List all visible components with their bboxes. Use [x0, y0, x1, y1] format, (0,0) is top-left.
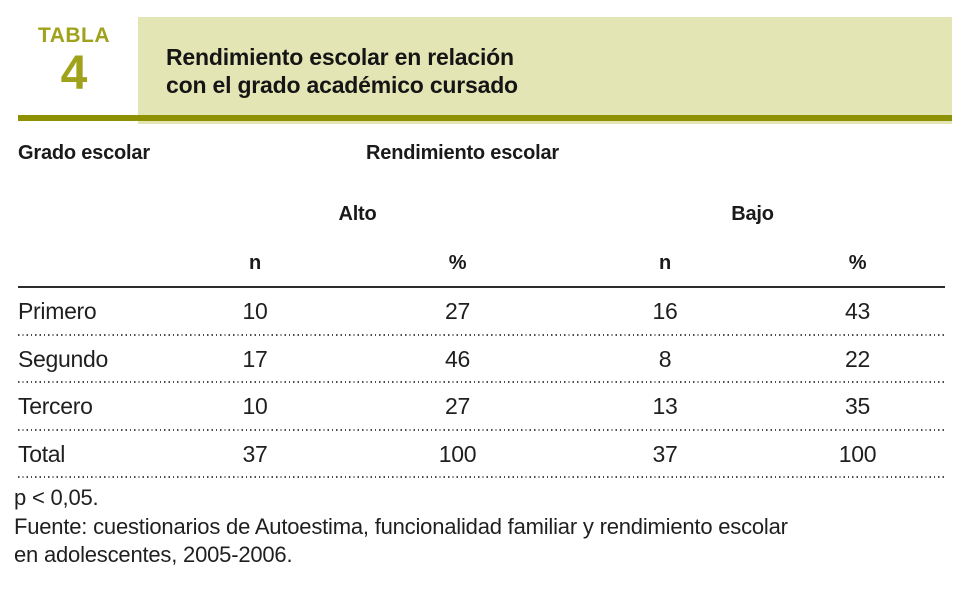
cell-n-alto: 10	[242, 298, 268, 325]
cell-n-alto: 10	[242, 393, 268, 420]
cell-pct-bajo: 43	[845, 298, 870, 325]
subheader-pct-alto: %	[448, 252, 467, 274]
table-title-banner: Rendimiento escolar en relación con el g…	[138, 17, 952, 124]
cell-pct-alto: 46	[445, 345, 470, 372]
cell-pct-alto: 100	[438, 440, 477, 467]
table-footnotes: p < 0,05. Fuente: cuestionarios de Autoe…	[14, 484, 944, 570]
table-header-row-3: n % n %	[18, 241, 945, 288]
table-title-line1: Rendimiento escolar en relación	[166, 44, 514, 70]
table-row-tercero: Tercero 10 27 13 35	[18, 383, 945, 431]
cell-n-bajo: 8	[658, 345, 672, 372]
cell-pct-alto: 27	[445, 298, 470, 325]
column-header-grado-escolar: Grado escolar	[18, 142, 150, 164]
table-row-primero: Primero 10 27 16 43	[18, 288, 945, 336]
table-header-row-1: Grado escolar Rendimiento escolar	[18, 130, 945, 188]
footnote-p-value: p < 0,05.	[14, 485, 99, 510]
cell-n-bajo: 13	[652, 393, 678, 420]
accent-divider-rule	[18, 115, 952, 121]
column-group-bajo: Bajo	[731, 203, 774, 225]
row-label: Segundo	[18, 345, 108, 372]
cell-n-bajo: 16	[652, 298, 678, 325]
subheader-n-alto: n	[248, 252, 262, 274]
table-title-line2: con el grado académico cursado	[166, 72, 518, 98]
cell-pct-bajo: 22	[845, 345, 870, 372]
table-badge-word: TABLA	[37, 24, 111, 47]
table-header-row-2: Alto Bajo	[18, 188, 945, 241]
footnote-source-line2: en adolescentes, 2005-2006.	[14, 542, 293, 567]
cell-n-bajo: 37	[652, 440, 678, 467]
cell-n-alto: 37	[242, 440, 268, 467]
column-group-alto: Alto	[338, 203, 377, 225]
footnote-source-line1: Fuente: cuestionarios de Autoestima, fun…	[14, 513, 788, 539]
cell-pct-bajo: 35	[845, 393, 870, 420]
table-number-badge: TABLA 4	[18, 24, 130, 98]
row-label: Tercero	[18, 393, 93, 420]
table-badge-number: 4	[60, 47, 88, 100]
cell-pct-bajo: 100	[838, 440, 877, 467]
table-row-segundo: Segundo 17 46 8 22	[18, 335, 945, 383]
table-row-total: Total 37 100 37 100	[18, 430, 945, 478]
subheader-pct-bajo: %	[848, 252, 867, 274]
row-label: Primero	[18, 298, 97, 325]
cell-pct-alto: 27	[445, 393, 470, 420]
cell-n-alto: 17	[242, 345, 268, 372]
subheader-n-bajo: n	[658, 252, 672, 274]
column-group-header-rendimiento: Rendimiento escolar	[366, 142, 559, 164]
row-label: Total	[18, 440, 66, 467]
data-table: Grado escolar Rendimiento escolar Alto B…	[18, 130, 945, 478]
